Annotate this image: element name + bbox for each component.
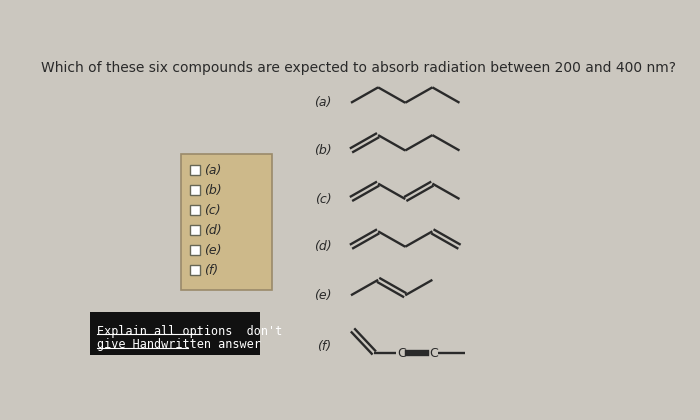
Text: (d): (d) xyxy=(314,240,332,253)
FancyBboxPatch shape xyxy=(181,154,272,290)
Text: (c): (c) xyxy=(315,192,332,205)
Bar xyxy=(190,165,200,175)
Bar xyxy=(190,245,200,255)
Text: (b): (b) xyxy=(204,184,222,197)
Text: (a): (a) xyxy=(204,164,222,177)
Text: Explain all options  don't: Explain all options don't xyxy=(97,325,282,338)
Text: (b): (b) xyxy=(314,144,332,157)
Text: (e): (e) xyxy=(204,244,222,257)
Text: (f): (f) xyxy=(318,340,332,353)
Text: C: C xyxy=(398,346,406,360)
Text: Which of these six compounds are expected to absorb radiation between 200 and 40: Which of these six compounds are expecte… xyxy=(41,61,676,75)
Text: (e): (e) xyxy=(314,289,332,302)
Bar xyxy=(190,225,200,235)
FancyBboxPatch shape xyxy=(90,312,260,355)
Text: C: C xyxy=(429,346,438,360)
Bar xyxy=(190,205,200,215)
Text: (a): (a) xyxy=(314,96,332,109)
Text: (d): (d) xyxy=(204,224,222,237)
Text: (c): (c) xyxy=(204,204,221,217)
Text: give Handwritten answer: give Handwritten answer xyxy=(97,339,260,352)
Bar xyxy=(190,265,200,275)
Bar xyxy=(190,185,200,195)
Text: (f): (f) xyxy=(204,264,218,277)
